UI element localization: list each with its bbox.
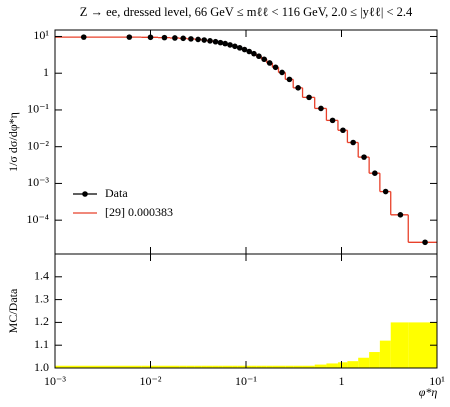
data-point (80, 34, 87, 40)
legend-marker (82, 191, 88, 197)
data-point (126, 34, 133, 40)
chart-title: Z → ee, dressed level, 66 GeV ≤ mℓℓ < 11… (80, 5, 413, 19)
data-point (227, 42, 233, 48)
data-point (217, 39, 224, 46)
y-tick-label: 10⁻⁴ (26, 212, 49, 226)
x-axis-label: φ*η (419, 385, 438, 399)
uncertainty-band (242, 365, 247, 368)
x-tick-label: 1 (339, 374, 345, 388)
uncertainty-band (369, 352, 380, 368)
data-point (222, 40, 228, 47)
data-point (188, 36, 194, 42)
uncertainty-band (261, 365, 267, 368)
data-point (201, 37, 207, 43)
uncertainty-band (326, 363, 338, 368)
data-point (350, 139, 356, 146)
x-tick-label: 10¹ (429, 374, 445, 388)
data-point (382, 188, 389, 195)
data-point (236, 45, 243, 51)
uncertainty-band (201, 365, 207, 368)
y-axis-label: 1/σ dσ/dφ*η (6, 112, 20, 172)
uncertainty-band (302, 365, 315, 368)
data-point (397, 212, 404, 218)
data-point (161, 34, 168, 41)
uncertainty-band (232, 365, 238, 368)
legend-label: [29] 0.000383 (105, 205, 173, 219)
uncertainty-band (272, 365, 279, 368)
data-point (212, 38, 219, 45)
data-point (251, 50, 257, 57)
y-tick-label: 10⁻² (27, 138, 49, 152)
uncertainty-band (179, 365, 187, 368)
uncertainty-band (169, 365, 180, 368)
data-point (195, 36, 201, 43)
x-tick-label: 10⁻¹ (235, 374, 257, 388)
uncertainty-band (246, 365, 252, 368)
data-point (266, 60, 273, 66)
uncertainty-band (194, 365, 202, 368)
uncertainty-band (347, 361, 359, 368)
x-tick-label: 10⁻² (140, 374, 162, 388)
data-point (279, 69, 285, 76)
uncertainty-band (266, 365, 273, 368)
uncertainty-band (285, 365, 294, 368)
uncertainty-band (227, 365, 233, 368)
data-point (207, 38, 213, 44)
data-point (272, 64, 279, 71)
x-tick-label: 10⁻³ (44, 374, 66, 388)
data-point (295, 85, 301, 91)
data-point (172, 35, 178, 41)
uncertainty-band (218, 365, 223, 368)
data-point (232, 43, 238, 50)
uncertainty-band (256, 365, 262, 368)
uncertainty-band (379, 340, 391, 368)
legend-label: Data (105, 186, 128, 200)
uncertainty-band (251, 365, 257, 368)
uncertainty-band (293, 365, 303, 368)
uncertainty-band (314, 364, 327, 368)
data-point (422, 239, 428, 246)
uncertainty-band (390, 322, 409, 368)
y-tick-label: 10⁻³ (27, 175, 49, 189)
data-point (318, 105, 324, 112)
data-point (306, 94, 312, 101)
data-point (246, 48, 252, 55)
uncertainty-band (337, 362, 348, 368)
y-tick-label: 1.2 (34, 314, 49, 328)
uncertainty-band (112, 365, 142, 368)
y-tick-label: 1.0 (34, 360, 49, 374)
y-tick-label: 1.1 (34, 337, 49, 351)
data-point (180, 35, 187, 42)
ratio-y-axis-label: MC/Data (6, 288, 20, 333)
uncertainty-band (222, 365, 228, 368)
data-point (147, 34, 154, 41)
uncertainty-band (158, 365, 170, 368)
y-tick-label: 1 (43, 65, 49, 79)
uncertainty-band (237, 365, 243, 368)
plot-frame (54, 253, 438, 369)
uncertainty-band (141, 365, 159, 368)
plot-frame (54, 29, 438, 255)
y-tick-label: 1.4 (34, 269, 49, 283)
uncertainty-band (206, 365, 213, 368)
uncertainty-band (278, 365, 286, 368)
y-tick-label: 1.3 (34, 291, 49, 305)
uncertainty-band (55, 365, 113, 368)
uncertainty-band (212, 365, 219, 368)
y-tick-label: 10⁻¹ (27, 102, 49, 116)
data-point (329, 117, 336, 124)
uncertainty-band (186, 365, 195, 368)
data-point (241, 46, 248, 53)
data-point (286, 76, 293, 83)
uncertainty-band (358, 357, 370, 368)
data-point (340, 127, 346, 134)
data-point (261, 56, 267, 63)
data-point (256, 53, 262, 60)
y-tick-label: 10¹ (33, 28, 49, 42)
data-point (372, 170, 378, 176)
data-point (361, 154, 367, 160)
